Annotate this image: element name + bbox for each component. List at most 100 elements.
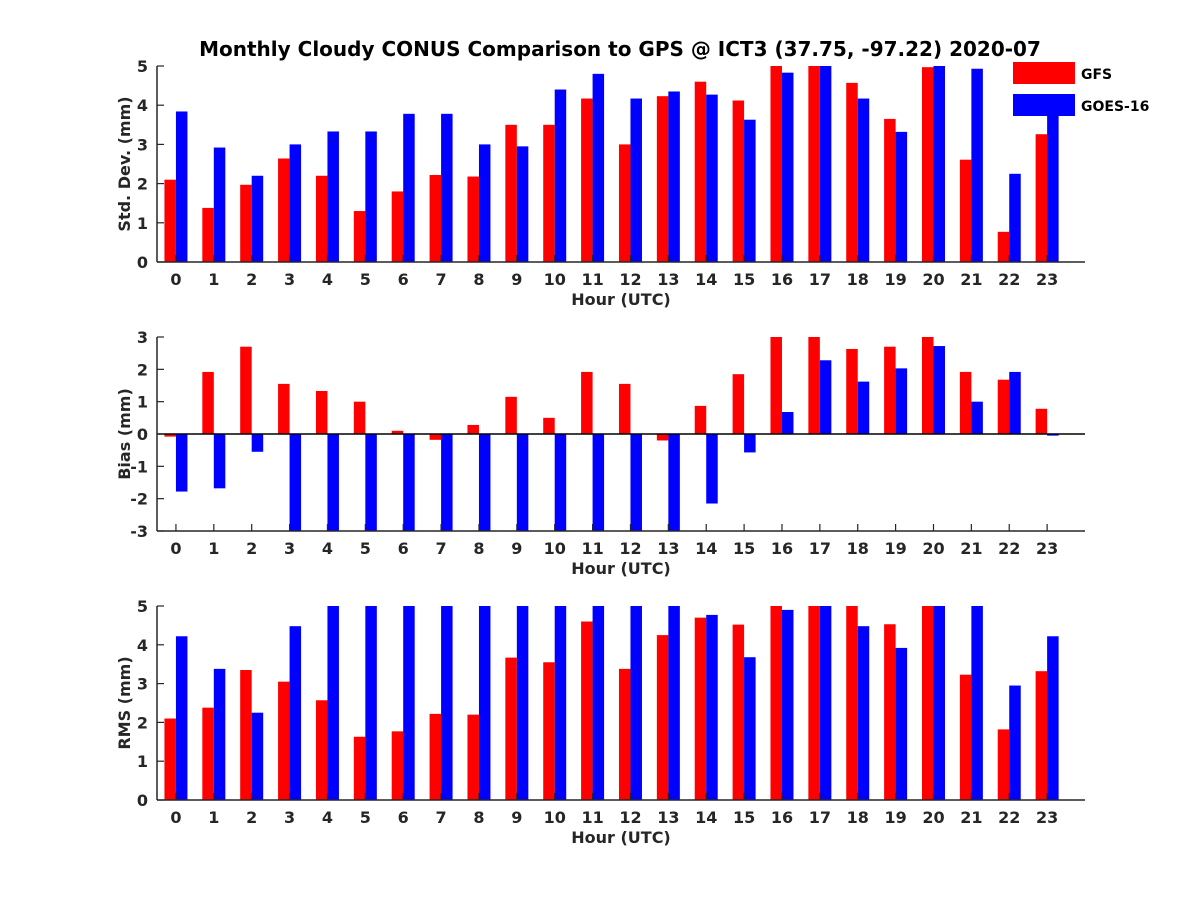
- bar-gfs-hour-12: [618, 383, 631, 434]
- bar-gfs-hour-11: [581, 621, 593, 800]
- y-axis-label: Std. Dev. (mm): [115, 96, 134, 231]
- x-tick-label: 10: [544, 808, 566, 827]
- bar-gfs-hour-10: [543, 417, 555, 434]
- bar-gfs-hour-14: [694, 617, 707, 800]
- bar-gfs-hour-8: [467, 714, 479, 800]
- y-tick-label: 1: [137, 752, 148, 771]
- bar-goes-16-hour-8: [478, 434, 491, 531]
- bar-gfs-hour-23: [1035, 134, 1048, 262]
- x-tick-label: 9: [511, 539, 522, 558]
- bar-goes-16-hour-22: [1009, 173, 1021, 262]
- bar-goes-16-hour-9: [516, 146, 529, 262]
- x-tick-label: 13: [657, 808, 679, 827]
- bar-goes-16-hour-7: [441, 606, 453, 800]
- bar-goes-16-hour-10: [554, 434, 567, 531]
- x-tick-label: 16: [771, 539, 793, 558]
- bar-goes-16-hour-1: [213, 668, 226, 800]
- bar-gfs-hour-8: [467, 424, 479, 434]
- y-tick-label: 2: [137, 360, 148, 379]
- bar-gfs-hour-19: [884, 346, 896, 434]
- x-tick-label: 2: [246, 808, 257, 827]
- bar-goes-16-hour-22: [1009, 371, 1021, 434]
- bar-goes-16-hour-17: [819, 66, 832, 262]
- bar-goes-16-hour-11: [592, 606, 605, 800]
- bar-goes-16-hour-14: [706, 434, 718, 504]
- bar-gfs-hour-7: [429, 174, 442, 262]
- x-tick-label: 5: [360, 270, 371, 289]
- y-tick-label: 3: [137, 135, 148, 154]
- bar-gfs-hour-9: [505, 124, 517, 262]
- bar-goes-16-hour-19: [895, 647, 908, 800]
- bar-gfs-hour-8: [467, 176, 479, 262]
- y-tick-label: 4: [137, 636, 148, 655]
- bar-goes-16-hour-13: [668, 434, 680, 531]
- bar-gfs-hour-1: [202, 371, 214, 434]
- bar-gfs-hour-16: [770, 66, 782, 262]
- bar-goes-16-hour-4: [327, 131, 339, 262]
- bar-goes-16-hour-4: [327, 434, 339, 531]
- bar-goes-16-hour-21: [971, 606, 983, 800]
- bar-goes-16-hour-16: [781, 72, 794, 262]
- y-axis-label: Bias (mm): [115, 388, 134, 480]
- bar-gfs-hour-22: [997, 729, 1010, 800]
- bar-goes-16-hour-15: [744, 657, 756, 800]
- x-tick-label: 11: [581, 808, 603, 827]
- bar-gfs-hour-12: [618, 668, 631, 800]
- bar-gfs-hour-17: [808, 606, 820, 800]
- x-tick-label: 18: [847, 539, 869, 558]
- x-tick-label: 4: [322, 270, 333, 289]
- y-tick-label: -2: [130, 490, 148, 509]
- bar-goes-16-hour-16: [781, 412, 794, 434]
- bar-goes-16-hour-19: [895, 131, 908, 262]
- bar-gfs-hour-12: [618, 144, 631, 262]
- x-tick-label: 0: [170, 270, 181, 289]
- y-tick-label: 1: [137, 393, 148, 412]
- x-tick-label: 4: [322, 808, 333, 827]
- bar-goes-16-hour-0: [175, 636, 188, 800]
- bar-gfs-hour-18: [846, 606, 858, 800]
- bar-goes-16-hour-22: [1009, 685, 1021, 800]
- bar-gfs-hour-11: [581, 371, 593, 434]
- bar-goes-16-hour-21: [971, 68, 983, 263]
- bar-gfs-hour-2: [240, 670, 252, 800]
- x-tick-label: 4: [322, 539, 333, 558]
- bar-gfs-hour-4: [315, 700, 328, 800]
- x-tick-label: 19: [884, 808, 906, 827]
- x-tick-label: 5: [360, 539, 371, 558]
- bar-goes-16-hour-19: [895, 368, 908, 434]
- bar-gfs-hour-10: [543, 662, 555, 800]
- x-tick-label: 3: [284, 270, 295, 289]
- bar-gfs-hour-3: [278, 158, 290, 262]
- x-tick-label: 8: [473, 539, 484, 558]
- x-tick-label: 17: [809, 539, 831, 558]
- bar-goes-16-hour-11: [592, 434, 605, 531]
- bar-gfs-hour-4: [315, 391, 328, 434]
- y-tick-label: 2: [137, 713, 148, 732]
- bar-gfs-hour-6: [391, 731, 404, 800]
- bar-gfs-hour-0: [164, 434, 176, 437]
- legend-swatch-gfs: [1013, 62, 1075, 84]
- bar-goes-16-hour-8: [478, 144, 491, 262]
- bar-gfs-hour-18: [846, 348, 858, 434]
- x-tick-label: 11: [581, 270, 603, 289]
- x-tick-label: 22: [998, 539, 1020, 558]
- x-tick-label: 8: [473, 270, 484, 289]
- bar-gfs-hour-15: [732, 100, 745, 262]
- y-tick-label: 3: [137, 675, 148, 694]
- x-tick-label: 7: [436, 270, 447, 289]
- x-tick-label: 16: [771, 808, 793, 827]
- bar-gfs-hour-11: [581, 98, 593, 262]
- bar-goes-16-hour-7: [441, 434, 453, 531]
- bar-gfs-hour-13: [656, 635, 669, 800]
- bar-gfs-hour-22: [997, 379, 1010, 434]
- x-tick-label: 22: [998, 270, 1020, 289]
- bar-gfs-hour-14: [694, 405, 707, 434]
- bar-goes-16-hour-6: [403, 113, 415, 262]
- bar-gfs-hour-1: [202, 207, 214, 262]
- bar-goes-16-hour-17: [819, 360, 832, 434]
- bar-gfs-hour-9: [505, 396, 517, 434]
- bar-gfs-hour-23: [1035, 408, 1048, 434]
- bar-gfs-hour-21: [959, 371, 972, 434]
- bar-goes-16-hour-2: [251, 434, 264, 452]
